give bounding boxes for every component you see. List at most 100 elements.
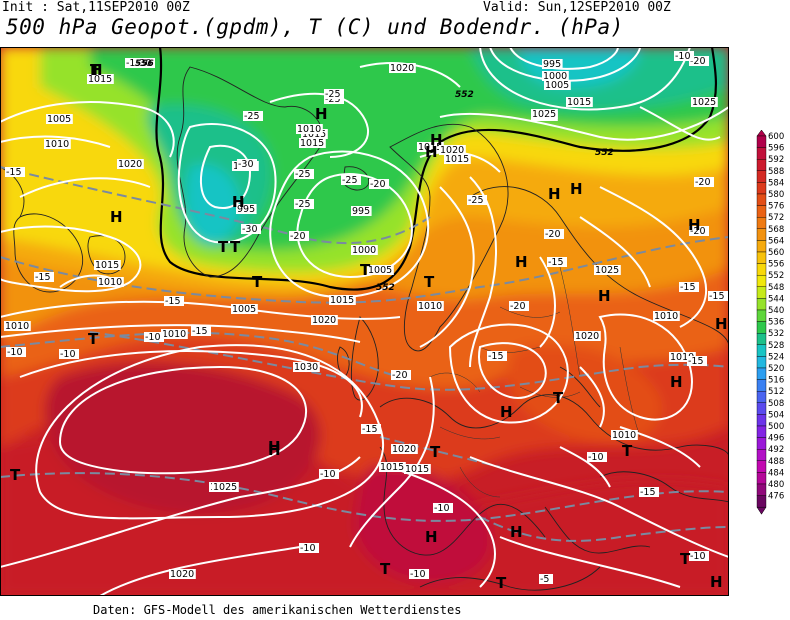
svg-text:-10: -10 bbox=[434, 503, 450, 514]
svg-text:1020: 1020 bbox=[312, 315, 336, 326]
svg-text:-10: -10 bbox=[320, 469, 336, 480]
legend-swatch bbox=[756, 391, 767, 404]
isotherm-label: -15 bbox=[687, 356, 707, 367]
svg-text:-15: -15 bbox=[126, 58, 142, 69]
isobar-label: 1005 bbox=[46, 114, 73, 125]
high-pressure-mark: H bbox=[315, 105, 328, 123]
isotherm-label: -25 bbox=[341, 175, 361, 186]
legend-level-label: 580 bbox=[768, 190, 784, 200]
svg-text:1010: 1010 bbox=[45, 139, 69, 150]
legend-level-label: 516 bbox=[768, 376, 784, 386]
legend-swatch bbox=[756, 472, 767, 485]
legend-level-label: 484 bbox=[768, 468, 784, 478]
isotherm-label: -15 bbox=[547, 257, 567, 268]
isobar-label: 1015 bbox=[299, 138, 326, 149]
high-pressure-mark: H bbox=[110, 208, 123, 226]
legend-level-label: 536 bbox=[768, 318, 784, 328]
high-pressure-mark: H bbox=[268, 441, 281, 459]
legend-swatch bbox=[756, 170, 767, 183]
svg-text:1010: 1010 bbox=[670, 352, 694, 363]
svg-text:1005: 1005 bbox=[47, 114, 71, 125]
svg-text:-15: -15 bbox=[165, 296, 181, 307]
svg-text:-20: -20 bbox=[690, 56, 706, 67]
isobar-label: 1015 bbox=[379, 462, 406, 473]
map-frame bbox=[0, 47, 729, 596]
svg-text:-10: -10 bbox=[410, 569, 426, 580]
isotherm-label: -15 bbox=[164, 296, 184, 307]
high-pressure-mark: H bbox=[425, 528, 438, 546]
legend-swatch bbox=[756, 240, 767, 253]
svg-text:1015: 1015 bbox=[405, 464, 429, 475]
valid-time-label: Valid: Sun,12SEP2010 00Z bbox=[483, 0, 671, 15]
svg-text:995: 995 bbox=[543, 59, 561, 70]
legend-level-label: 520 bbox=[768, 364, 784, 374]
legend-level-label: 492 bbox=[768, 445, 784, 455]
isotherm-label: -10 bbox=[6, 347, 26, 358]
contour-552 bbox=[155, 47, 718, 291]
isotherm-label: -15 bbox=[679, 282, 699, 293]
legend-level-label: 500 bbox=[768, 422, 784, 432]
low-pressure-mark: T bbox=[230, 238, 241, 256]
legend-level-label: 476 bbox=[768, 492, 784, 502]
geopotential-label: 552 bbox=[455, 90, 474, 100]
svg-text:-15: -15 bbox=[709, 291, 725, 302]
svg-text:-30: -30 bbox=[238, 159, 254, 170]
weather-map: 1015100510101020101510101010101010051000… bbox=[0, 47, 729, 596]
legend-level-label: 576 bbox=[768, 202, 784, 212]
isotherm-label: -25 bbox=[294, 169, 314, 180]
legend-swatch bbox=[756, 344, 767, 357]
svg-text:1015: 1015 bbox=[418, 142, 442, 153]
legend-swatch bbox=[756, 147, 767, 160]
svg-text:-10: -10 bbox=[675, 51, 691, 62]
low-pressure-mark: T bbox=[360, 261, 371, 279]
isobar-label: 1020 bbox=[311, 315, 338, 326]
legend-level-label: 488 bbox=[768, 457, 784, 467]
svg-text:1010: 1010 bbox=[612, 430, 636, 441]
isobar-label: 1010 bbox=[296, 124, 323, 135]
high-pressure-mark: H bbox=[232, 193, 245, 211]
svg-text:-20: -20 bbox=[370, 179, 386, 190]
isotherm-label: -10 bbox=[59, 349, 79, 360]
isotherm-label: -15 bbox=[487, 351, 507, 362]
high-pressure-mark: H bbox=[715, 315, 728, 333]
svg-text:1010: 1010 bbox=[654, 311, 678, 322]
isobar-label: 1010 bbox=[611, 430, 638, 441]
svg-text:1015: 1015 bbox=[380, 462, 404, 473]
legend-swatch bbox=[756, 321, 767, 334]
init-time-label: Init : Sat,11SEP2010 00Z bbox=[2, 0, 190, 15]
legend-level-label: 548 bbox=[768, 283, 784, 293]
isobar-label: 1010 bbox=[44, 139, 71, 150]
svg-text:1025: 1025 bbox=[213, 482, 237, 493]
svg-text:-20: -20 bbox=[545, 229, 561, 240]
isotherm-label: -30 bbox=[135, 58, 155, 69]
svg-text:-25: -25 bbox=[325, 89, 341, 100]
svg-text:-15: -15 bbox=[680, 282, 696, 293]
svg-text:1020: 1020 bbox=[440, 145, 464, 156]
low-pressure-mark: T bbox=[496, 574, 507, 592]
low-pressure-mark: T bbox=[90, 61, 101, 79]
legend-swatch bbox=[756, 228, 767, 241]
svg-text:-10: -10 bbox=[7, 347, 23, 358]
legend-swatch bbox=[756, 193, 767, 206]
low-pressure-mark: T bbox=[380, 560, 391, 578]
legend-level-label: 568 bbox=[768, 225, 784, 235]
svg-text:1015: 1015 bbox=[300, 138, 324, 149]
legend-level-label: 532 bbox=[768, 329, 784, 339]
isobar-label: 1015 bbox=[329, 295, 356, 306]
legend-swatch bbox=[756, 286, 767, 299]
legend-level-label: 504 bbox=[768, 410, 784, 420]
isobar-label: 1005 bbox=[231, 304, 258, 315]
isobar-label: 1020 bbox=[439, 145, 466, 156]
high-pressure-mark: H bbox=[232, 193, 245, 211]
svg-text:-25: -25 bbox=[244, 111, 260, 122]
isotherm-label: -10 bbox=[319, 469, 339, 480]
isotherm-label: -10 bbox=[299, 543, 319, 554]
isobar-label: 1015 bbox=[417, 142, 444, 153]
legend-level-label: 496 bbox=[768, 434, 784, 444]
svg-text:-15: -15 bbox=[35, 272, 51, 283]
legend-swatch bbox=[756, 135, 767, 148]
isotherm-label: -30 bbox=[241, 224, 261, 235]
low-pressure-mark: T bbox=[424, 273, 435, 291]
